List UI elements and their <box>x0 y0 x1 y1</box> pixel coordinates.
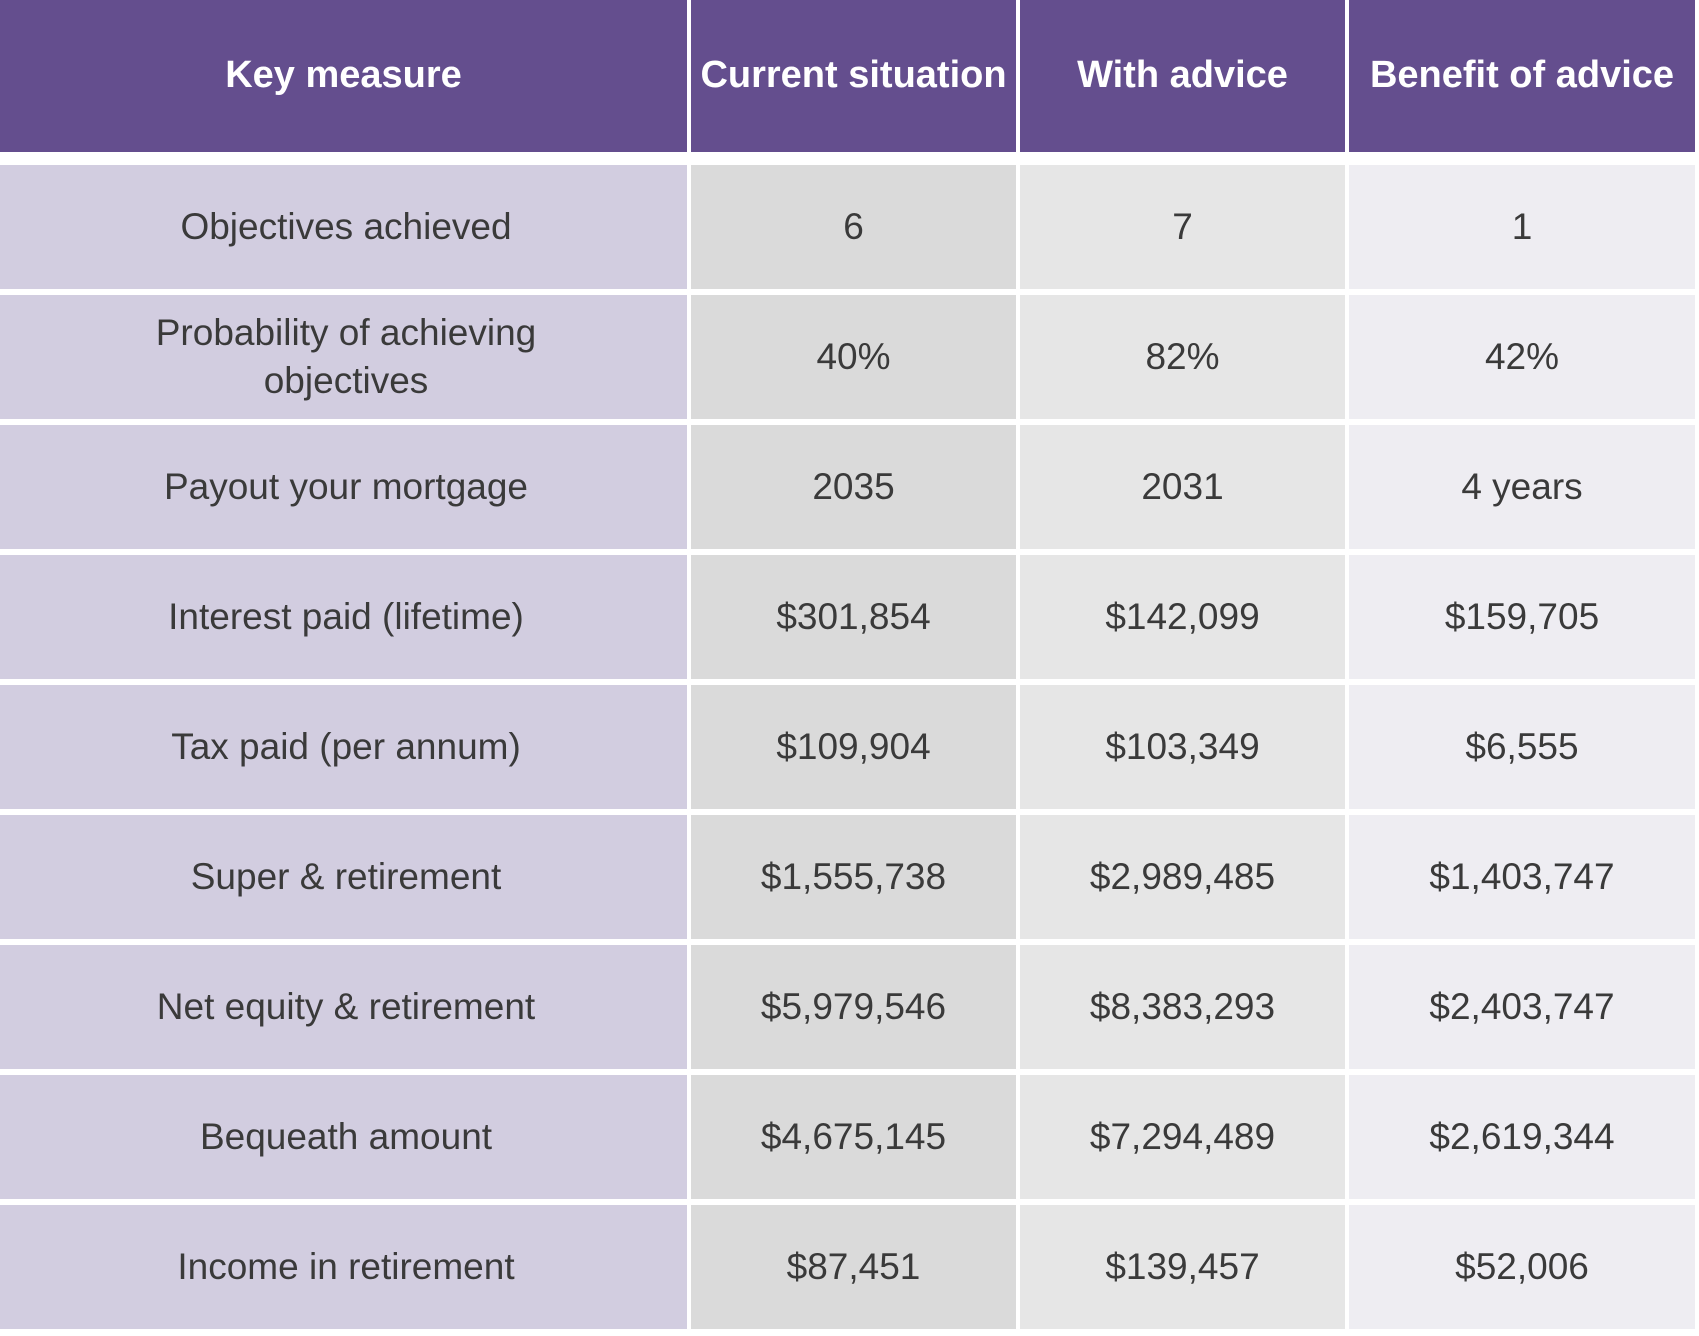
measure-label-text: Payout your mortgage <box>163 465 529 507</box>
measure-label: Super & retirement <box>0 815 687 939</box>
advice-value: 2031 <box>1020 425 1345 549</box>
table-row: Interest paid (lifetime) $301,854 $142,0… <box>0 555 1699 679</box>
measure-label-text: Bequeath amount <box>199 1115 493 1157</box>
advice-value: $139,457 <box>1020 1205 1345 1329</box>
benefit-value: 4 years <box>1349 425 1695 549</box>
benefit-value: $2,403,747 <box>1349 945 1695 1069</box>
measure-label: Objectives achieved <box>0 165 687 289</box>
table-row: Income in retirement $87,451 $139,457 $5… <box>0 1205 1699 1329</box>
table-row: Super & retirement $1,555,738 $2,989,485… <box>0 815 1699 939</box>
measure-label-text: Income in retirement <box>177 1245 515 1287</box>
measure-label: Income in retirement <box>0 1205 687 1329</box>
advice-value: $7,294,489 <box>1020 1075 1345 1199</box>
current-value: $87,451 <box>691 1205 1016 1329</box>
measure-label: Interest paid (lifetime) <box>0 555 687 679</box>
advice-value: $2,989,485 <box>1020 815 1345 939</box>
table-row: Probability of achieving objectives 40% … <box>0 295 1699 419</box>
current-value: $1,555,738 <box>691 815 1016 939</box>
advice-value: 7 <box>1020 165 1345 289</box>
table-row: Payout your mortgage 2035 2031 4 years <box>0 425 1699 549</box>
current-value: 2035 <box>691 425 1016 549</box>
benefit-value: $2,619,344 <box>1349 1075 1695 1199</box>
header-with-advice: With advice <box>1020 0 1345 152</box>
measure-label-text: Interest paid (lifetime) <box>168 595 524 637</box>
header-benefit-of-advice: Benefit of advice <box>1349 0 1695 152</box>
advice-value: $8,383,293 <box>1020 945 1345 1069</box>
table-row: Bequeath amount $4,675,145 $7,294,489 $2… <box>0 1075 1699 1199</box>
benefit-value: $52,006 <box>1349 1205 1695 1329</box>
measure-label: Payout your mortgage <box>0 425 687 549</box>
benefit-value: $159,705 <box>1349 555 1695 679</box>
current-value: $4,675,145 <box>691 1075 1016 1199</box>
current-value: $109,904 <box>691 685 1016 809</box>
measure-label-text: Objectives achieved <box>180 205 512 247</box>
measure-label-text: Net equity & retirement <box>156 985 536 1027</box>
advice-value: 82% <box>1020 295 1345 419</box>
header-current-situation: Current situation <box>691 0 1016 152</box>
measure-label-text: Probability of achieving objectives <box>155 311 537 401</box>
measure-label: Net equity & retirement <box>0 945 687 1069</box>
benefit-value: 1 <box>1349 165 1695 289</box>
measure-label: Tax paid (per annum) <box>0 685 687 809</box>
advice-value: $103,349 <box>1020 685 1345 809</box>
benefit-value: $1,403,747 <box>1349 815 1695 939</box>
current-value: $301,854 <box>691 555 1016 679</box>
benefit-value: 42% <box>1349 295 1695 419</box>
current-value: 6 <box>691 165 1016 289</box>
advice-value: $142,099 <box>1020 555 1345 679</box>
measure-label: Probability of achieving objectives <box>0 295 687 419</box>
table-row: Tax paid (per annum) $109,904 $103,349 $… <box>0 685 1699 809</box>
table-header-row: Key measure Current situation With advic… <box>0 0 1699 152</box>
measure-label: Bequeath amount <box>0 1075 687 1199</box>
table-row: Net equity & retirement $5,979,546 $8,38… <box>0 945 1699 1069</box>
current-value: 40% <box>691 295 1016 419</box>
measure-label-text: Tax paid (per annum) <box>171 725 521 767</box>
current-value: $5,979,546 <box>691 945 1016 1069</box>
header-key-measure: Key measure <box>0 0 687 152</box>
table-row: Objectives achieved 6 7 1 <box>0 165 1699 289</box>
benefit-value: $6,555 <box>1349 685 1695 809</box>
measure-label-text: Super & retirement <box>190 855 502 897</box>
